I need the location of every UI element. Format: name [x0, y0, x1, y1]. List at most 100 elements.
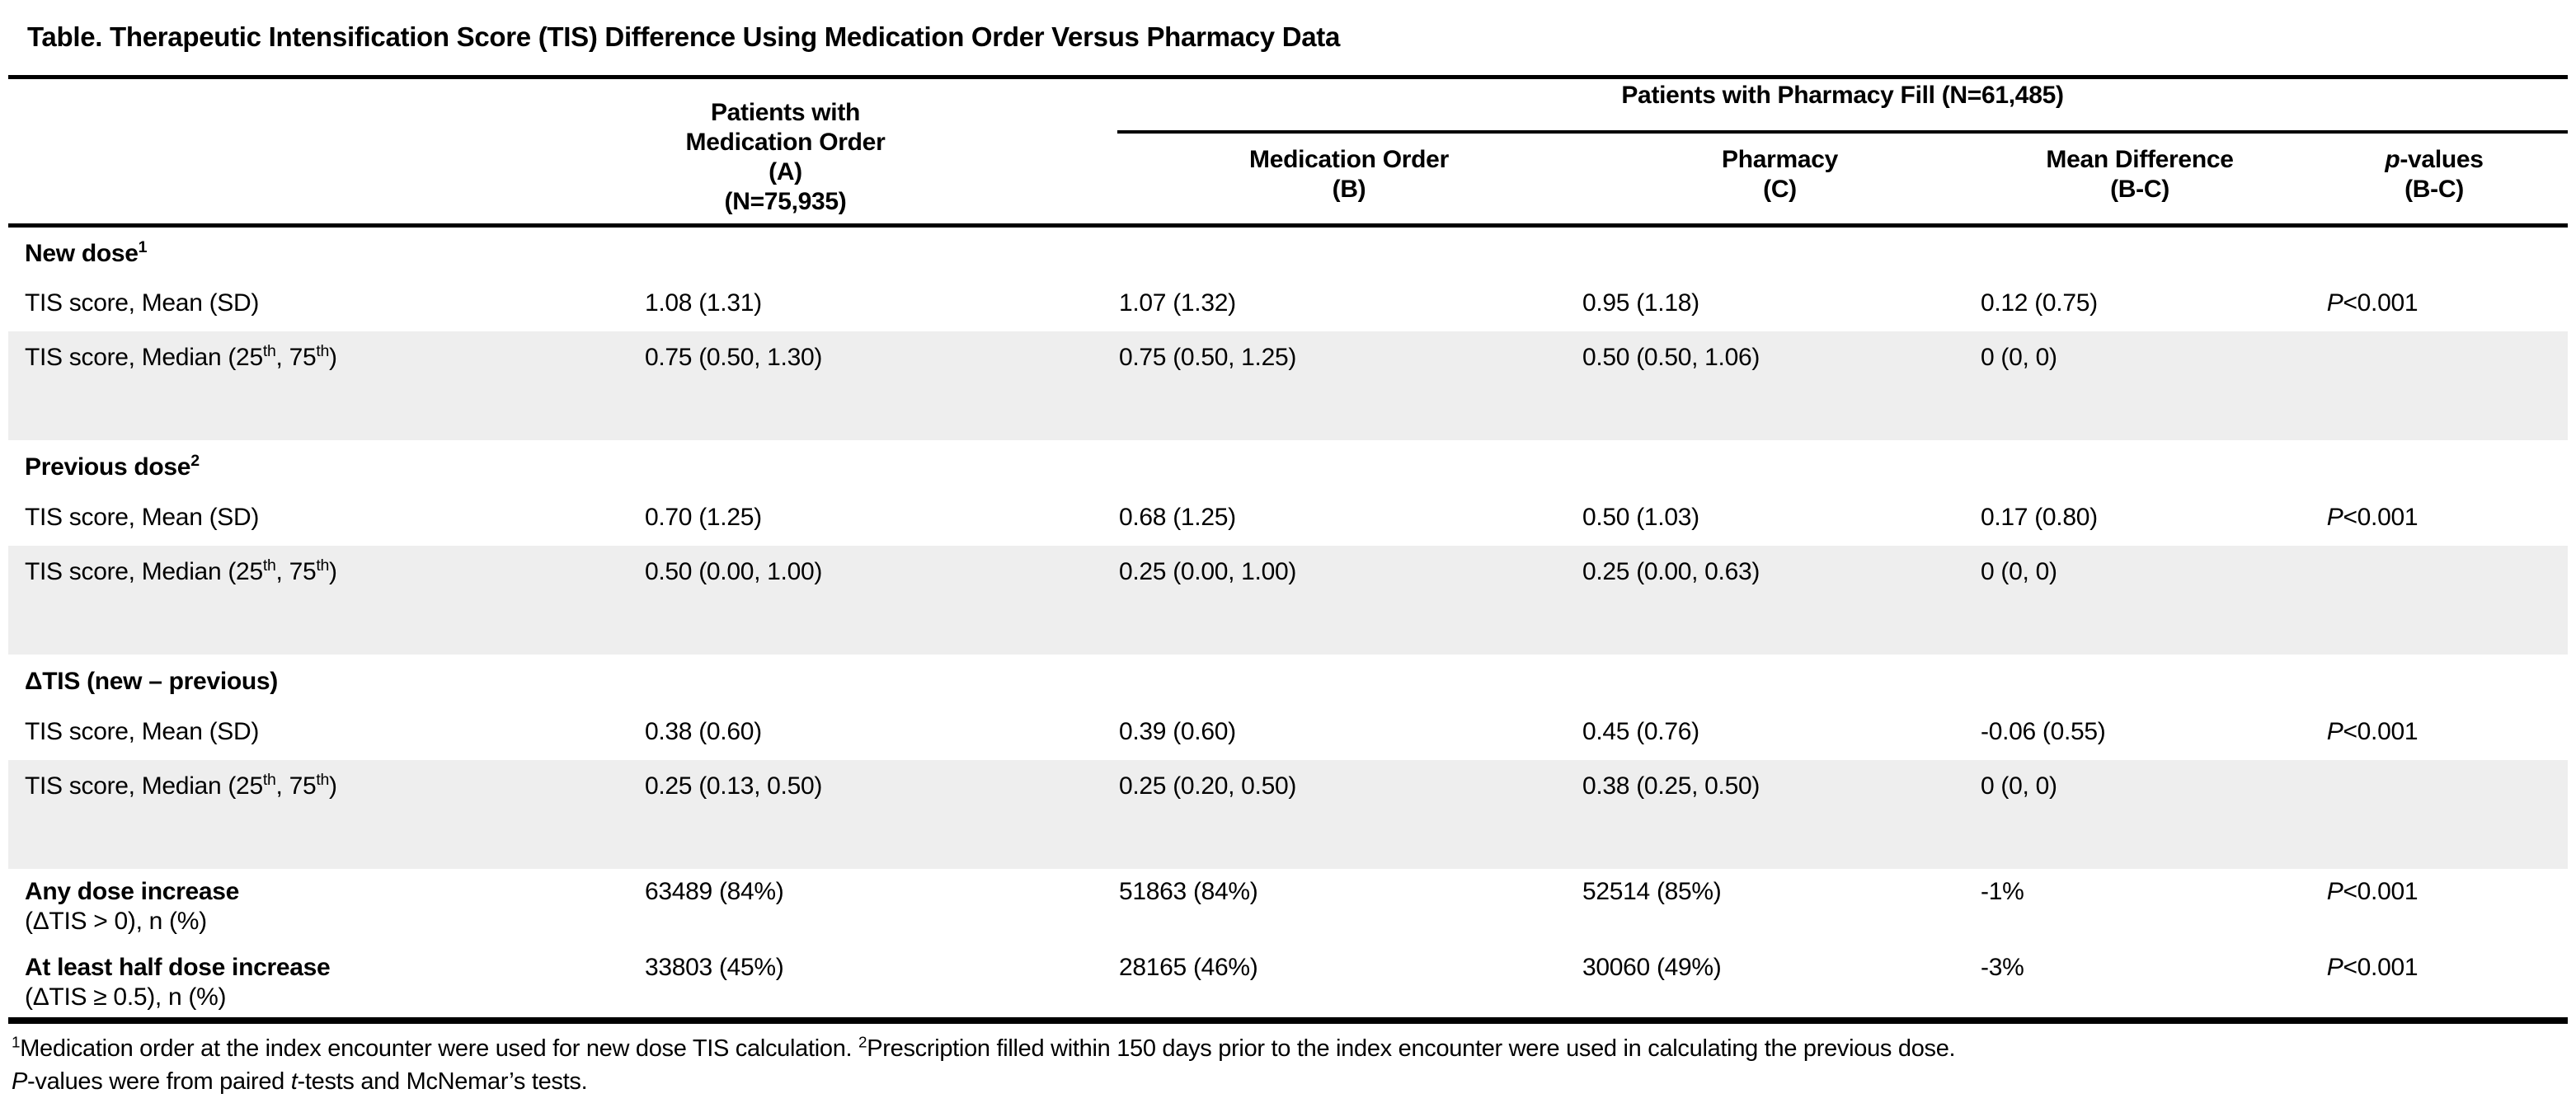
row-label-line-2: (ΔTIS ≥ 0.5), n (%) — [25, 983, 643, 1012]
table-figure: Table. Therapeutic Intensification Score… — [0, 21, 2576, 1117]
column-header-mean-difference: Mean Difference (B-C) — [1979, 131, 2301, 228]
header-row-subcolumns: Medication Order (B) Pharmacy (C) Mean D… — [8, 131, 2568, 228]
subheader-line: (B) — [1332, 175, 1366, 203]
data-row: TIS score, Median (25th, 75th) 0.50 (0.00… — [8, 545, 2568, 655]
col-a-line: (A) — [769, 158, 802, 185]
text-segment: ) — [329, 343, 337, 371]
value-b: 28165 (46%) — [1119, 953, 1258, 981]
col-a-line: (N=75,935) — [724, 188, 847, 215]
value-b: 0.25 (0.00, 1.00) — [1117, 545, 1581, 655]
value-c: 0.45 (0.76) — [1582, 717, 1699, 745]
value-a: 63489 (84%) — [645, 877, 784, 905]
text-segment: TIS score, Median (25 — [25, 557, 263, 585]
row-label-line-1: Any dose increase — [25, 877, 643, 907]
value-p — [2301, 331, 2568, 440]
text-segment: Previous dose — [25, 453, 191, 481]
section-header-row: Previous dose2 — [8, 440, 2568, 490]
text-segment: (ΔTIS > 0), n (%) — [25, 907, 207, 935]
text-segment: th — [262, 341, 276, 360]
row-label-line-2: (ΔTIS > 0), n (%) — [25, 907, 643, 936]
text-segment: <0.001 — [2343, 877, 2419, 905]
data-row: TIS score, Mean (SD) 0.70 (1.25) 0.68 (1.2… — [8, 490, 2568, 546]
value-c: 0.50 (1.03) — [1582, 503, 1699, 531]
footnote-1: 1Medication order at the index encounter… — [12, 1032, 2576, 1065]
text-segment: ΔTIS (new – previous) — [25, 667, 278, 695]
value-p — [2301, 759, 2568, 869]
value-mean-diff: -0.06 (0.55) — [1981, 717, 2106, 745]
value-p: P<0.001 — [2301, 869, 2568, 945]
text-segment: ) — [329, 557, 337, 585]
subheader-line: (C) — [1763, 175, 1797, 203]
text-segment: th — [262, 770, 276, 789]
text-segment: 2 — [190, 451, 200, 470]
text-segment: TIS score, Median (25 — [25, 343, 263, 371]
text-segment: (ΔTIS ≥ 0.5), n (%) — [25, 983, 227, 1011]
table-body: New dose1 TIS score, Mean (SD) 1.08 (1.31)… — [8, 226, 2568, 1021]
value-mean-diff: 0.12 (0.75) — [1981, 289, 2098, 317]
text-segment: P — [2326, 503, 2343, 531]
text-segment: TIS score, Mean (SD) — [25, 717, 260, 745]
value-p: P<0.001 — [2301, 490, 2568, 546]
value-mean-diff: 0 (0, 0) — [1979, 759, 2301, 869]
text-segment: -values were from paired — [27, 1068, 291, 1095]
text-segment: Prescription filled within 150 days prio… — [867, 1035, 1956, 1062]
text-segment: th — [316, 341, 330, 360]
value-mean-diff: 0.17 (0.80) — [1981, 503, 2098, 531]
corner-cell — [8, 77, 643, 228]
row-label: TIS score, Median (25th, 75th) — [8, 545, 643, 655]
text-segment: P — [2326, 877, 2343, 905]
text-segment: P — [2326, 717, 2343, 745]
value-mean-diff: -1% — [1981, 877, 2024, 905]
text-segment: th — [262, 556, 276, 575]
text-segment: 1 — [138, 237, 148, 256]
value-b: 51863 (84%) — [1119, 877, 1258, 905]
subheader-line: p-values — [2301, 145, 2568, 175]
text-segment: <0.001 — [2343, 717, 2419, 745]
text-segment: -tests and McNemar’s tests. — [297, 1068, 588, 1095]
footnotes: 1Medication order at the index encounter… — [12, 1032, 2576, 1098]
subheader-line: Pharmacy — [1721, 145, 1839, 173]
value-a: 0.70 (1.25) — [645, 503, 762, 531]
text-segment: ) — [329, 772, 337, 800]
text-segment: 2 — [858, 1032, 867, 1050]
value-c: 0.95 (1.18) — [1582, 289, 1699, 317]
footnote-2: P-values were from paired t-tests and Mc… — [12, 1065, 2576, 1098]
value-b: 0.75 (0.50, 1.25) — [1117, 331, 1581, 440]
section-header-row: New dose1 — [8, 226, 2568, 275]
row-label: Any dose increase (ΔTIS > 0), n (%) — [8, 869, 643, 945]
text-segment: <0.001 — [2343, 503, 2419, 531]
value-c: 0.50 (0.50, 1.06) — [1581, 331, 1979, 440]
text-segment: Medication order at the index encounter … — [20, 1035, 859, 1062]
value-mean-diff: 0 (0, 0) — [1979, 545, 2301, 655]
value-mean-diff: 0 (0, 0) — [1979, 331, 2301, 440]
column-header-pharmacy-c: Pharmacy (C) — [1581, 131, 1979, 228]
text-segment: TIS score, Median (25 — [25, 772, 263, 800]
value-c: 52514 (85%) — [1582, 877, 1722, 905]
row-label: TIS score, Median (25th, 75th) — [8, 331, 643, 440]
value-a: 1.08 (1.31) — [645, 289, 762, 317]
text-segment: P — [12, 1068, 28, 1095]
text-segment: TIS score, Mean (SD) — [25, 289, 260, 317]
subheader-line: Mean Difference — [2046, 145, 2234, 173]
section-label: New dose1 — [8, 226, 2568, 275]
text-segment: , 75 — [275, 772, 317, 800]
column-header-p-values: p-values (B-C) — [2301, 131, 2568, 228]
data-row: TIS score, Median (25th, 75th) 0.75 (0.50… — [8, 331, 2568, 440]
value-a: 0.25 (0.13, 0.50) — [643, 759, 1117, 869]
header-row-groups: Patients with Medication Order (A) (N=75… — [8, 77, 2568, 228]
value-p — [2301, 545, 2568, 655]
value-b: 1.07 (1.32) — [1119, 289, 1236, 317]
subheader-line: (B-C) — [2110, 175, 2169, 203]
row-label-line-1: At least half dose increase — [25, 953, 643, 983]
data-row: TIS score, Mean (SD) 0.38 (0.60) 0.39 (0.6… — [8, 704, 2568, 760]
text-segment: P — [2326, 289, 2343, 317]
tis-table: Patients with Medication Order (A) (N=75… — [8, 75, 2568, 1024]
row-label: TIS score, Mean (SD) — [8, 704, 643, 760]
text-segment: TIS score, Mean (SD) — [25, 503, 260, 531]
text-segment: , 75 — [275, 343, 317, 371]
data-row: TIS score, Mean (SD) 1.08 (1.31) 1.07 (1.3… — [8, 275, 2568, 331]
col-a-line: Medication Order — [685, 129, 886, 156]
data-row: At least half dose increase (ΔTIS ≥ 0.5),… — [8, 945, 2568, 1021]
text-segment: -values — [2400, 145, 2484, 173]
text-segment: th — [316, 556, 330, 575]
